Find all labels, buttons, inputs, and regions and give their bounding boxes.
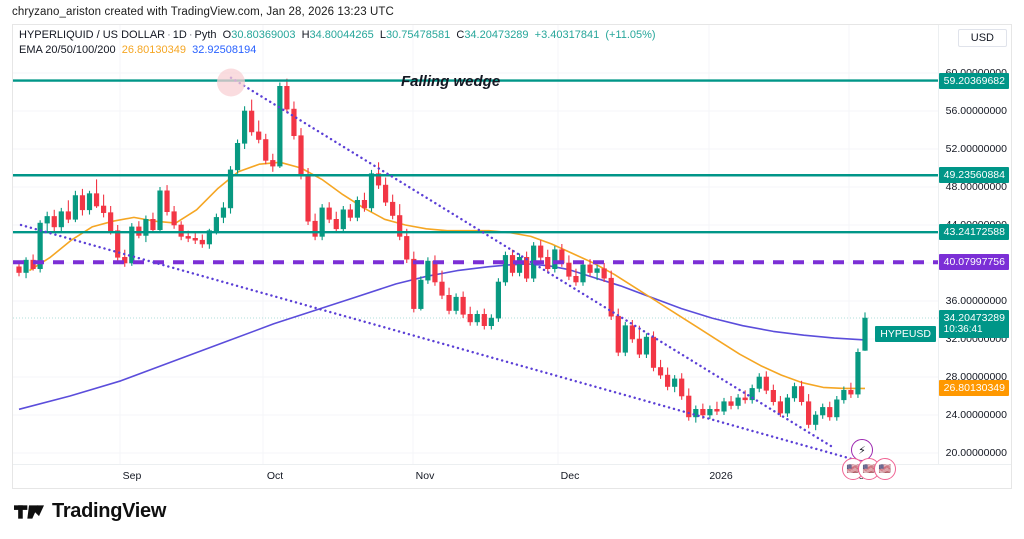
price-scale[interactable]: USD 60.0000000056.0000000052.0000000048.… [938, 25, 1011, 465]
price-tick: 56.00000000 [945, 105, 1007, 117]
falling-wedge-annotation[interactable]: Falling wedge [401, 73, 501, 90]
time-tick: 2026 [709, 470, 733, 482]
chart-container: HYPERLIQUID / US DOLLAR · 1D · Pyth O30.8036… [12, 24, 1012, 489]
candlestick-canvas [13, 25, 938, 465]
currency-unit-badge: USD [957, 29, 1007, 47]
price-tick: 20.00000000 [945, 447, 1007, 459]
price-level-tag[interactable]: 49.23560884 [938, 167, 1009, 184]
last-price-time: 10:36:41 [943, 324, 983, 336]
price-level-tag[interactable]: 40.07997756 [938, 254, 1009, 271]
symbol-price-badge: HYPEUSD [875, 326, 936, 342]
tradingview-branding[interactable]: TradingView [14, 500, 166, 523]
chart-plot-area[interactable] [13, 25, 938, 465]
last-price-value: 34.20473289 [943, 312, 1005, 325]
tradingview-wordmark: TradingView [52, 500, 167, 522]
price-level-tag[interactable]: 59.20369682 [938, 72, 1009, 89]
credit-line: chryzano_ariston created with TradingVie… [12, 6, 394, 18]
flag-sticker-3[interactable]: 🇺🇸 [874, 458, 896, 480]
time-tick: Oct [266, 470, 284, 482]
price-level-tag[interactable]: 26.80130349 [938, 380, 1009, 397]
last-price-tag[interactable]: 34.20473289 10:36:41 [938, 310, 1009, 339]
time-tick: Sep [122, 470, 142, 482]
tradingview-logo-icon [14, 504, 44, 519]
price-tick: 28.00000000 [945, 371, 1007, 383]
time-tick: Nov [415, 470, 435, 482]
zap-sticker[interactable]: ⚡ [851, 439, 873, 461]
price-tick: 48.00000000 [945, 181, 1007, 193]
time-tick: Dec [560, 470, 580, 482]
price-tick: 36.00000000 [945, 295, 1007, 307]
price-level-tag[interactable]: 43.24172588 [938, 224, 1009, 241]
price-tick: 24.00000000 [945, 409, 1007, 421]
price-tick: 52.00000000 [945, 143, 1007, 155]
